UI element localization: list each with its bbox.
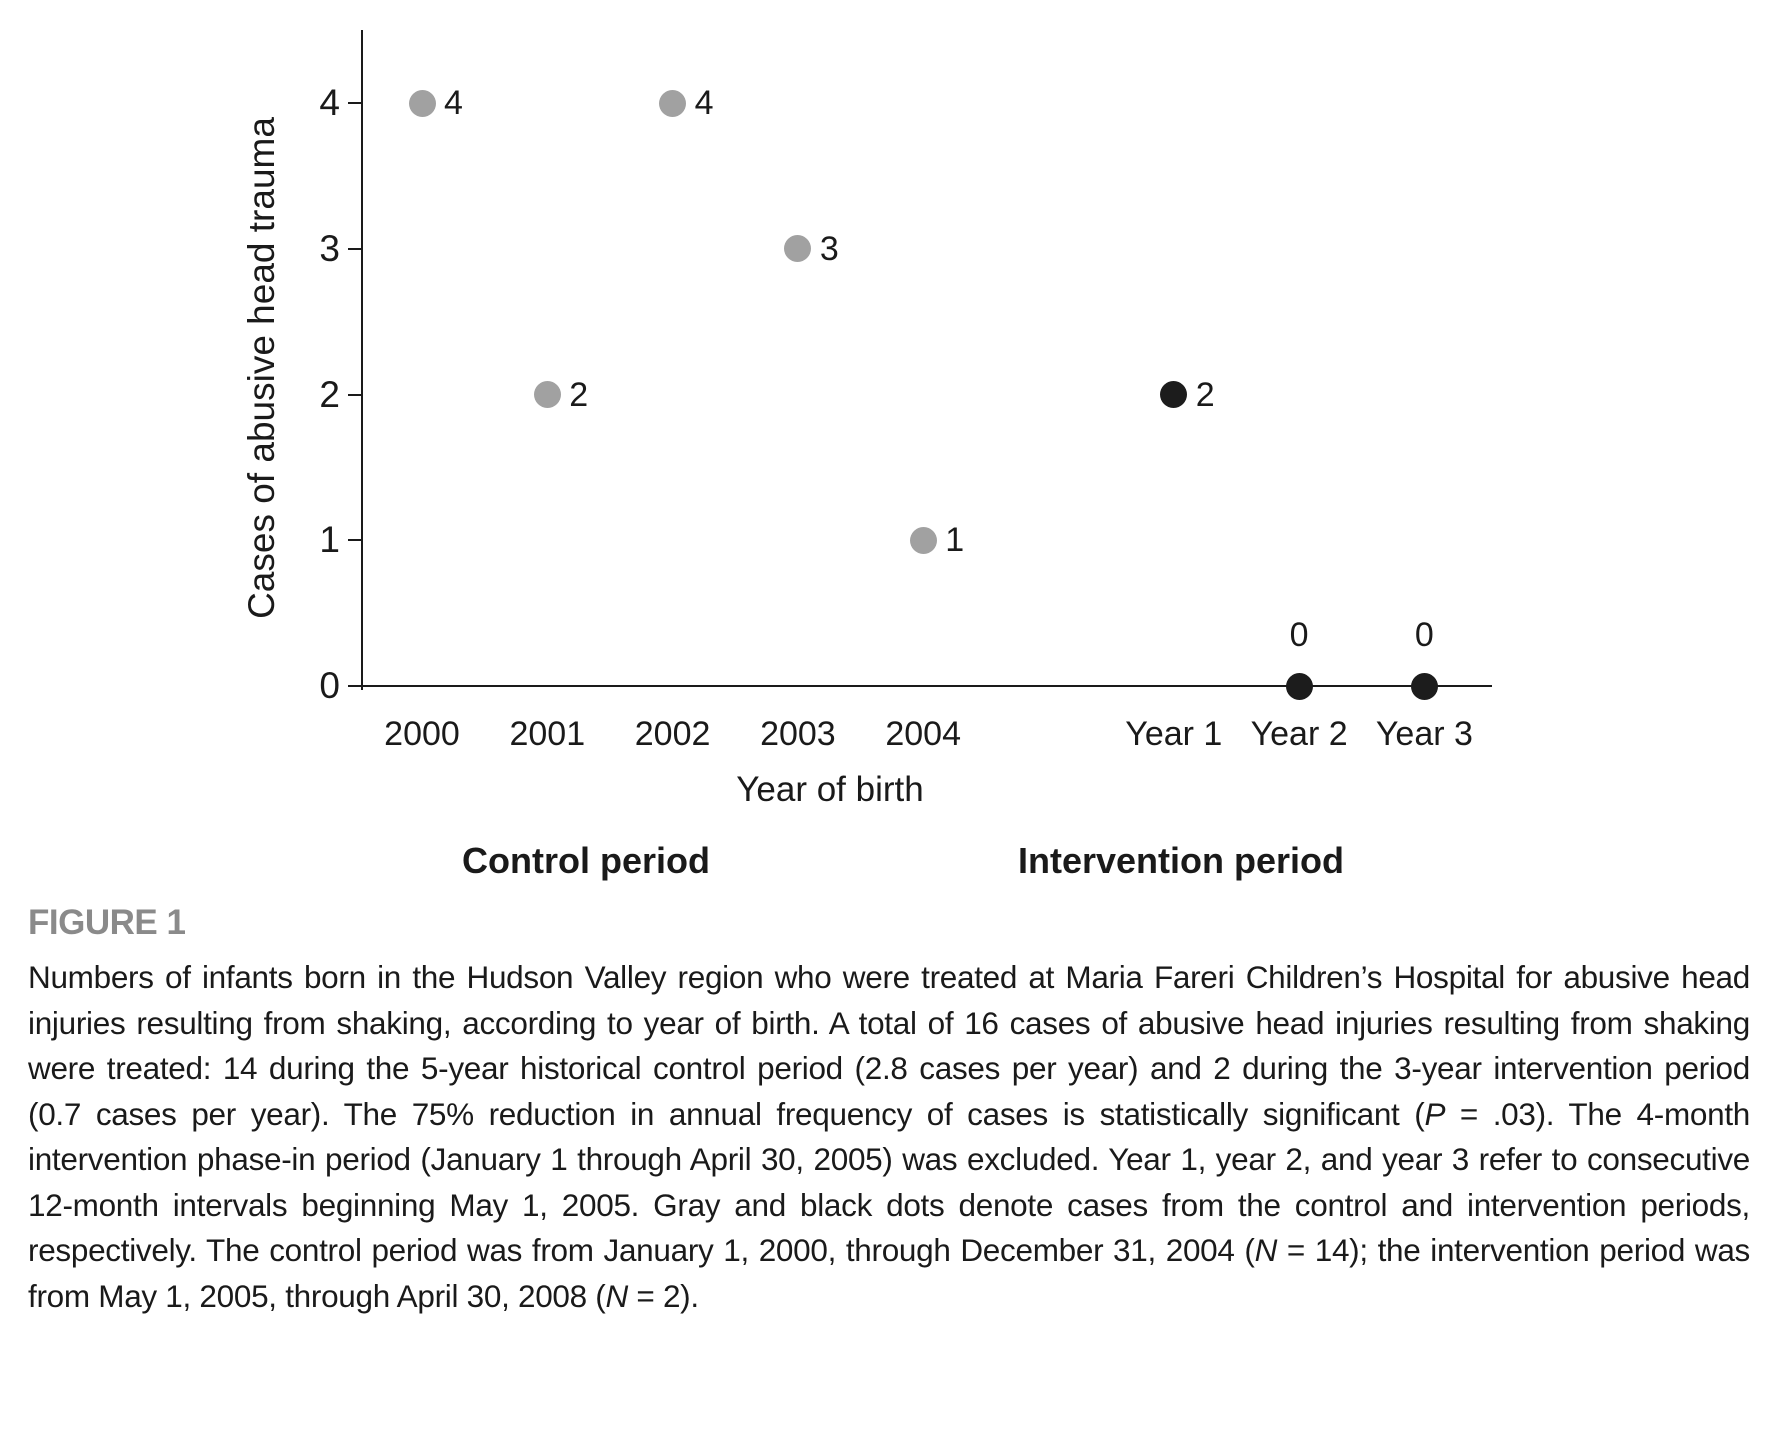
y-tick-label: 3 (319, 227, 340, 269)
data-point (1285, 672, 1313, 700)
x-tick-label: 2001 (509, 715, 586, 753)
point-label: 0 (1414, 616, 1434, 654)
y-axis-tick (348, 247, 362, 250)
point-label: 3 (819, 229, 839, 268)
chart-area: Cases of abusive head trauma Year of bir… (241, 30, 1492, 881)
intervention-period-label: Intervention period (1017, 840, 1345, 881)
point-label: 4 (444, 84, 463, 122)
figure-caption-text: Numbers of infants born in the Hudson Va… (28, 959, 1751, 1314)
y-axis-tick (348, 539, 362, 542)
y-axis-tick (348, 393, 362, 396)
y-axis-tick (348, 102, 362, 104)
x-tick-label: Year 2 (1250, 715, 1348, 753)
y-tick-label: 0 (319, 665, 340, 706)
x-tick-label: Year 3 (1375, 715, 1473, 753)
data-point (533, 381, 561, 408)
y-tick-label: 1 (319, 519, 340, 561)
data-point (1410, 672, 1438, 700)
point-label: 1 (945, 521, 965, 560)
y-tick-label: 4 (319, 82, 340, 123)
x-axis-line (362, 685, 1492, 687)
x-tick-label: 2003 (760, 715, 836, 753)
point-label: 2 (569, 375, 589, 414)
figure-heading: FIGURE 1 (28, 903, 186, 942)
x-axis-title: Year of birth (736, 770, 924, 809)
x-tick-label: 2000 (384, 715, 460, 753)
point-label: 4 (694, 84, 714, 122)
data-point (909, 526, 937, 554)
y-axis-tick (348, 685, 362, 687)
x-tick-label: 2004 (885, 715, 962, 753)
data-point (659, 89, 687, 117)
data-point (408, 89, 436, 117)
point-label: 0 (1289, 616, 1309, 654)
data-point (784, 235, 812, 263)
x-tick-label: 2002 (634, 715, 711, 753)
control-period-label: Control period (462, 840, 710, 881)
data-point (1160, 381, 1188, 408)
x-tick-label: Year 1 (1125, 715, 1223, 753)
point-label: 2 (1195, 375, 1215, 414)
y-axis-line (361, 30, 363, 690)
y-tick-label: 2 (319, 373, 340, 415)
figure-caption: FIGURE 1 Numbers of infants born in the … (28, 903, 1750, 1319)
